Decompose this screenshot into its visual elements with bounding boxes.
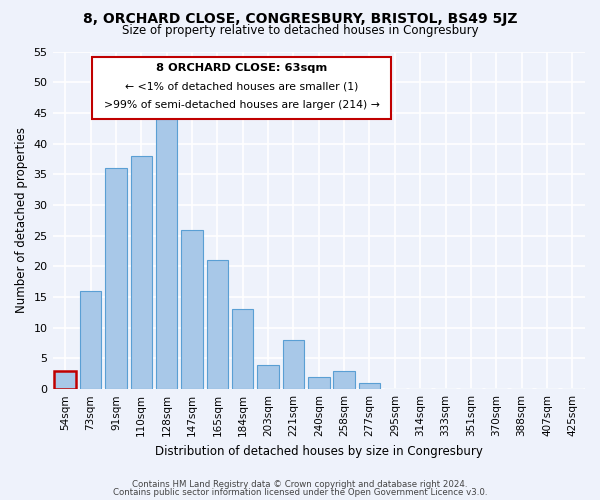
Bar xyxy=(80,291,101,389)
Text: 8, ORCHARD CLOSE, CONGRESBURY, BRISTOL, BS49 5JZ: 8, ORCHARD CLOSE, CONGRESBURY, BRISTOL, … xyxy=(83,12,517,26)
Text: >99% of semi-detached houses are larger (214) →: >99% of semi-detached houses are larger … xyxy=(104,100,380,110)
Bar xyxy=(359,383,380,389)
Bar xyxy=(105,168,127,389)
X-axis label: Distribution of detached houses by size in Congresbury: Distribution of detached houses by size … xyxy=(155,444,483,458)
Bar xyxy=(334,371,355,389)
Text: Size of property relative to detached houses in Congresbury: Size of property relative to detached ho… xyxy=(122,24,478,37)
Bar xyxy=(181,230,203,389)
Bar xyxy=(55,371,76,389)
Text: ← <1% of detached houses are smaller (1): ← <1% of detached houses are smaller (1) xyxy=(125,82,358,92)
Bar xyxy=(131,156,152,389)
Y-axis label: Number of detached properties: Number of detached properties xyxy=(15,128,28,314)
Bar xyxy=(156,119,178,389)
Bar xyxy=(206,260,228,389)
FancyBboxPatch shape xyxy=(92,56,391,119)
Bar xyxy=(283,340,304,389)
Text: 8 ORCHARD CLOSE: 63sqm: 8 ORCHARD CLOSE: 63sqm xyxy=(156,62,327,72)
Bar xyxy=(308,377,329,389)
Text: Contains public sector information licensed under the Open Government Licence v3: Contains public sector information licen… xyxy=(113,488,487,497)
Text: Contains HM Land Registry data © Crown copyright and database right 2024.: Contains HM Land Registry data © Crown c… xyxy=(132,480,468,489)
Bar xyxy=(232,310,253,389)
Bar xyxy=(257,364,279,389)
